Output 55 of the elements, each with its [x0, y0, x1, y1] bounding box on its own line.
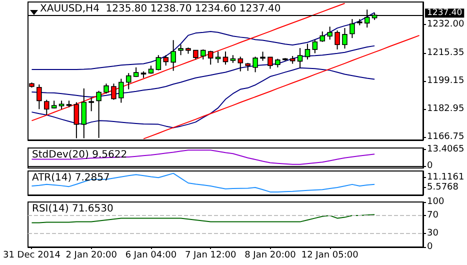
line-series — [31, 150, 376, 165]
candlestick — [163, 54, 169, 66]
y-tick-label: 0 — [427, 161, 433, 172]
candlestick — [208, 50, 214, 66]
y-tick-label: 1199.15 — [427, 76, 464, 86]
candlestick — [342, 28, 348, 50]
candlestick — [170, 40, 176, 72]
y-tick-label: 11.1161 — [427, 172, 464, 183]
candlestick — [268, 56, 273, 70]
y-tick-label: 1166.75 — [427, 132, 464, 142]
candlestick — [104, 83, 109, 94]
line-series — [143, 34, 420, 140]
ref-line-label: 1237.40 — [427, 8, 462, 18]
candlestick — [320, 31, 326, 42]
candlestick — [260, 51, 266, 62]
candlestick — [156, 54, 162, 71]
x-tick-label: 6 Jan 04:00 — [125, 250, 177, 260]
line-series — [31, 12, 376, 70]
y-tick-label: 13.4065 — [427, 144, 464, 154]
x-tick-label: 12 Jan 05:00 — [301, 250, 359, 260]
candlestick — [304, 43, 310, 60]
chart-title: RSI(14) 71.6530 — [32, 204, 114, 214]
x-tick-label: 7 Jan 12:00 — [184, 250, 236, 260]
candlestick — [327, 26, 332, 40]
candlestick — [350, 18, 355, 39]
candlestick — [88, 97, 94, 112]
line-series — [31, 214, 376, 224]
candlestick — [200, 48, 206, 60]
candlestick — [334, 30, 340, 50]
y-tick-label: 5.5768 — [427, 182, 459, 193]
candlestick — [297, 48, 303, 68]
y-tick-label: 100 — [427, 197, 444, 207]
y-tick-label: 0 — [427, 242, 433, 252]
candlestick — [238, 56, 244, 72]
candlestick — [222, 51, 228, 66]
x-tick-label: 2 Jan 20:00 — [66, 250, 118, 260]
candlestick — [252, 56, 258, 73]
candlestick — [36, 84, 42, 110]
chart-title: XAUUSD,H4 1235.80 1238.70 1234.60 1237.40 — [40, 4, 281, 14]
line-series — [31, 67, 376, 128]
candlestick — [178, 44, 184, 56]
y-tick-label: 30 — [427, 228, 439, 238]
line-series — [31, 172, 376, 192]
candlestick — [312, 39, 318, 54]
y-tick-label: 1182.95 — [427, 104, 464, 114]
candlestick — [111, 83, 116, 100]
y-tick-label: 1215.35 — [427, 48, 464, 58]
candlestick — [126, 72, 132, 90]
y-tick-label: 70 — [427, 210, 439, 220]
y-tick-label: 1232.00 — [427, 19, 464, 30]
x-tick-label: 31 Dec 2014 — [2, 250, 61, 260]
candlestick — [118, 78, 124, 104]
candlestick — [44, 99, 50, 116]
x-tick-label: 8 Jan 20:00 — [244, 250, 296, 260]
candlestick — [193, 50, 198, 60]
